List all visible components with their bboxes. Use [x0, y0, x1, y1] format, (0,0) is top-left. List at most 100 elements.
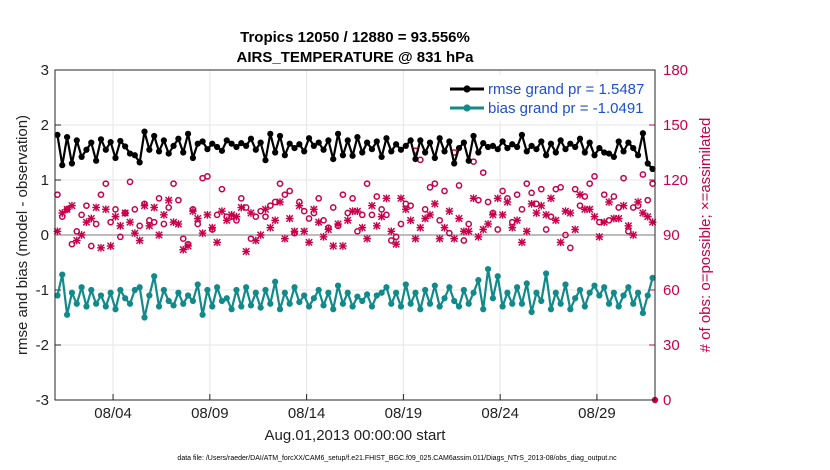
bias-point — [363, 291, 371, 298]
y2-ticks: 180 150 120 90 60 30 0 — [663, 62, 688, 409]
obs-assimilated-point — [266, 223, 275, 232]
rmse-point — [54, 131, 61, 138]
rmse-point — [499, 138, 506, 145]
x-tick-label: 08/19 — [385, 405, 423, 422]
rmse-point — [436, 135, 443, 142]
bias-point — [494, 273, 501, 280]
rmse-point — [368, 146, 376, 153]
obs-possible-point — [639, 171, 647, 178]
obs-possible-point — [339, 191, 347, 199]
y-tick-label: -3 — [36, 392, 49, 409]
rmse-point — [610, 153, 617, 160]
rmse-point — [131, 152, 138, 159]
rmse-point — [344, 137, 351, 144]
bias-point — [649, 274, 656, 281]
rmse-point — [170, 142, 177, 149]
obs-assimilated-point — [92, 203, 100, 212]
obs-assimilated-point — [624, 221, 633, 230]
bias-point — [184, 292, 192, 299]
rmse-point — [402, 142, 409, 149]
series-layer — [53, 128, 659, 404]
bias-point — [523, 280, 530, 287]
rmse-point — [431, 154, 438, 162]
obs-possible-point — [102, 180, 110, 188]
bias-point — [460, 286, 467, 294]
obs-assimilated-point — [101, 205, 110, 214]
rmse-point — [218, 147, 226, 154]
x-ticks: 08/04 08/09 08/14 08/19 08/24 08/29 — [94, 405, 615, 422]
rmse-point — [305, 135, 313, 142]
obs-possible-point — [644, 196, 652, 204]
obs-assimilated-point — [464, 227, 473, 236]
rmse-point — [97, 136, 105, 143]
obs-assimilated-point — [547, 194, 555, 203]
bias-point — [155, 303, 163, 310]
bias-point — [625, 284, 632, 291]
rmse-point — [649, 165, 656, 173]
bias-point — [107, 289, 114, 296]
obs-possible-point — [620, 174, 627, 182]
y-tick-label: 0 — [41, 227, 49, 244]
bias-point — [267, 300, 274, 307]
bias-point — [480, 306, 487, 313]
rmse-point — [146, 146, 153, 153]
bias-point — [68, 289, 76, 296]
obs-possible-point — [252, 213, 260, 221]
obs-possible-point — [455, 182, 463, 189]
rmse-point — [605, 150, 613, 157]
rmse-point — [291, 145, 298, 152]
bias-line — [56, 268, 654, 319]
obs-assimilated-point — [184, 242, 192, 250]
rmse-point — [122, 143, 129, 150]
rmse-point — [286, 140, 293, 147]
rmse-point — [223, 137, 230, 144]
obs-possible-point — [499, 187, 506, 195]
obs-possible-point — [266, 202, 274, 210]
rmse-point — [412, 156, 419, 163]
obs-assimilated-point — [208, 223, 217, 232]
bias-point — [393, 289, 400, 296]
obs-assimilated-point — [116, 221, 125, 230]
obs-possible-point — [446, 229, 453, 237]
obs-assimilated-point — [639, 209, 647, 217]
rmse-point — [68, 160, 76, 167]
legend-label-rmse: rmse grand pr = 1.5487 — [488, 81, 644, 98]
bias-point — [417, 306, 424, 313]
rmse-point — [262, 157, 269, 164]
obs-possible-point — [436, 216, 444, 224]
rmse-point — [644, 160, 651, 167]
obs-assimilated-point — [106, 242, 115, 250]
obs-assimilated-point — [595, 232, 604, 241]
obs-assimilated-point — [421, 214, 430, 223]
obs-assimilated-point — [203, 210, 212, 219]
obs-assimilated-point — [406, 216, 415, 225]
bias-point — [238, 303, 245, 310]
bias-point — [88, 286, 95, 294]
bias-point — [470, 289, 477, 296]
obs-assimilated-point — [392, 240, 400, 249]
obs-assimilated-point — [629, 231, 638, 239]
y-axis-label: rmse and bias (model - observation) — [14, 115, 31, 355]
obs-assimilated-point — [339, 242, 347, 250]
rmse-point — [533, 146, 540, 153]
bias-point — [339, 300, 347, 307]
rmse-point — [112, 154, 119, 162]
rmse-point — [184, 130, 192, 137]
bias-point — [97, 292, 105, 299]
obs-possible-point — [116, 233, 124, 241]
obs-assimilated-point — [416, 223, 425, 232]
rmse-point — [117, 137, 124, 145]
obs-possible-point — [276, 180, 284, 188]
bias-point — [146, 292, 153, 299]
obs-assimilated-point — [242, 247, 250, 256]
bias-point — [620, 292, 627, 299]
obs-possible-point — [218, 185, 226, 193]
obs-assimilated-point — [97, 243, 105, 252]
obs-possible-point — [358, 211, 366, 219]
bias-point — [315, 286, 322, 294]
bias-point — [296, 299, 303, 306]
obs-possible-point — [155, 194, 163, 202]
obs-possible-point — [73, 227, 81, 235]
rmse-point — [567, 140, 574, 147]
rmse-point — [504, 145, 511, 152]
